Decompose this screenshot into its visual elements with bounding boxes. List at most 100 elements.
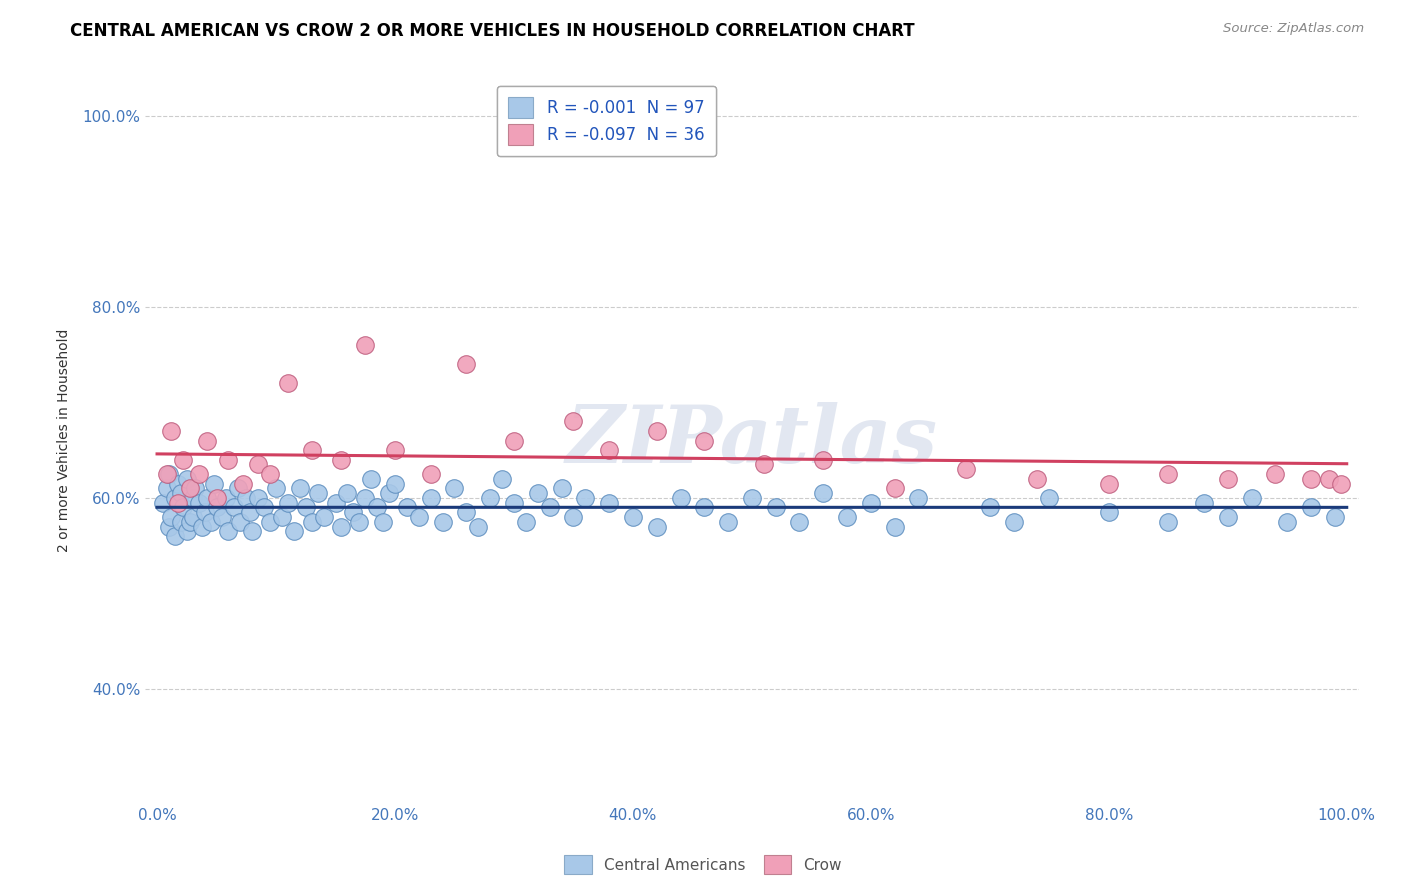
Point [1192, 495, 1215, 509]
Point [384, 476, 406, 491]
Point [1216, 472, 1239, 486]
Point [503, 434, 526, 448]
Point [1002, 515, 1025, 529]
Point [1323, 510, 1346, 524]
Point [419, 467, 441, 481]
Point [172, 500, 194, 515]
Point [456, 505, 478, 519]
Point [384, 443, 406, 458]
Point [467, 519, 489, 533]
Point [1098, 476, 1121, 491]
Point [741, 491, 763, 505]
Point [301, 443, 323, 458]
Point [752, 458, 775, 472]
Point [371, 515, 394, 529]
Text: ZIPatlas: ZIPatlas [565, 401, 938, 479]
Point [330, 452, 353, 467]
Point [360, 472, 382, 486]
Point [247, 458, 270, 472]
Point [277, 495, 299, 509]
Point [349, 515, 371, 529]
Point [336, 486, 359, 500]
Point [693, 500, 716, 515]
Point [163, 491, 186, 505]
Point [883, 519, 905, 533]
Point [1299, 500, 1322, 515]
Point [253, 500, 276, 515]
Point [1157, 515, 1180, 529]
Point [813, 452, 835, 467]
Point [195, 491, 218, 505]
Point [170, 515, 193, 529]
Point [288, 481, 311, 495]
Point [717, 515, 740, 529]
Point [240, 524, 263, 539]
Point [598, 443, 620, 458]
Point [167, 495, 190, 509]
Point [195, 434, 218, 448]
Point [184, 481, 207, 495]
Point [217, 452, 239, 467]
Point [342, 505, 364, 519]
Point [307, 486, 329, 500]
Point [176, 472, 198, 486]
Point [621, 510, 644, 524]
Point [200, 515, 222, 529]
Point [789, 515, 811, 529]
Point [354, 491, 377, 505]
Point [235, 491, 257, 505]
Point [155, 467, 177, 481]
Point [1240, 491, 1263, 505]
Point [264, 481, 287, 495]
Point [167, 476, 190, 491]
Point [259, 515, 281, 529]
Point [1026, 472, 1049, 486]
Y-axis label: 2 or more Vehicles in Household: 2 or more Vehicles in Household [58, 329, 72, 552]
Point [202, 476, 225, 491]
Point [172, 452, 194, 467]
Point [239, 505, 262, 519]
Point [1264, 467, 1286, 481]
Point [645, 519, 668, 533]
Point [170, 486, 193, 500]
Point [232, 476, 254, 491]
Point [1299, 472, 1322, 486]
Point [574, 491, 596, 505]
Point [211, 510, 233, 524]
Point [813, 486, 835, 500]
Point [503, 495, 526, 509]
Point [160, 424, 183, 438]
Point [955, 462, 977, 476]
Point [1157, 467, 1180, 481]
Point [456, 357, 478, 371]
Point [330, 519, 353, 533]
Point [179, 481, 201, 495]
Point [378, 486, 401, 500]
Point [408, 510, 430, 524]
Point [163, 529, 186, 543]
Point [194, 505, 217, 519]
Point [491, 472, 513, 486]
Point [598, 495, 620, 509]
Point [312, 510, 335, 524]
Point [157, 467, 180, 481]
Text: CENTRAL AMERICAN VS CROW 2 OR MORE VEHICLES IN HOUSEHOLD CORRELATION CHART: CENTRAL AMERICAN VS CROW 2 OR MORE VEHIC… [70, 22, 915, 40]
Point [443, 481, 465, 495]
Point [157, 519, 180, 533]
Point [907, 491, 929, 505]
Point [366, 500, 388, 515]
Point [1098, 505, 1121, 519]
Point [224, 500, 246, 515]
Point [191, 519, 214, 533]
Point [550, 481, 572, 495]
Point [271, 510, 294, 524]
Point [155, 481, 177, 495]
Point [160, 510, 183, 524]
Point [562, 414, 585, 428]
Point [645, 424, 668, 438]
Point [259, 467, 281, 481]
Point [693, 434, 716, 448]
Point [181, 510, 204, 524]
Point [432, 515, 454, 529]
Point [217, 524, 239, 539]
